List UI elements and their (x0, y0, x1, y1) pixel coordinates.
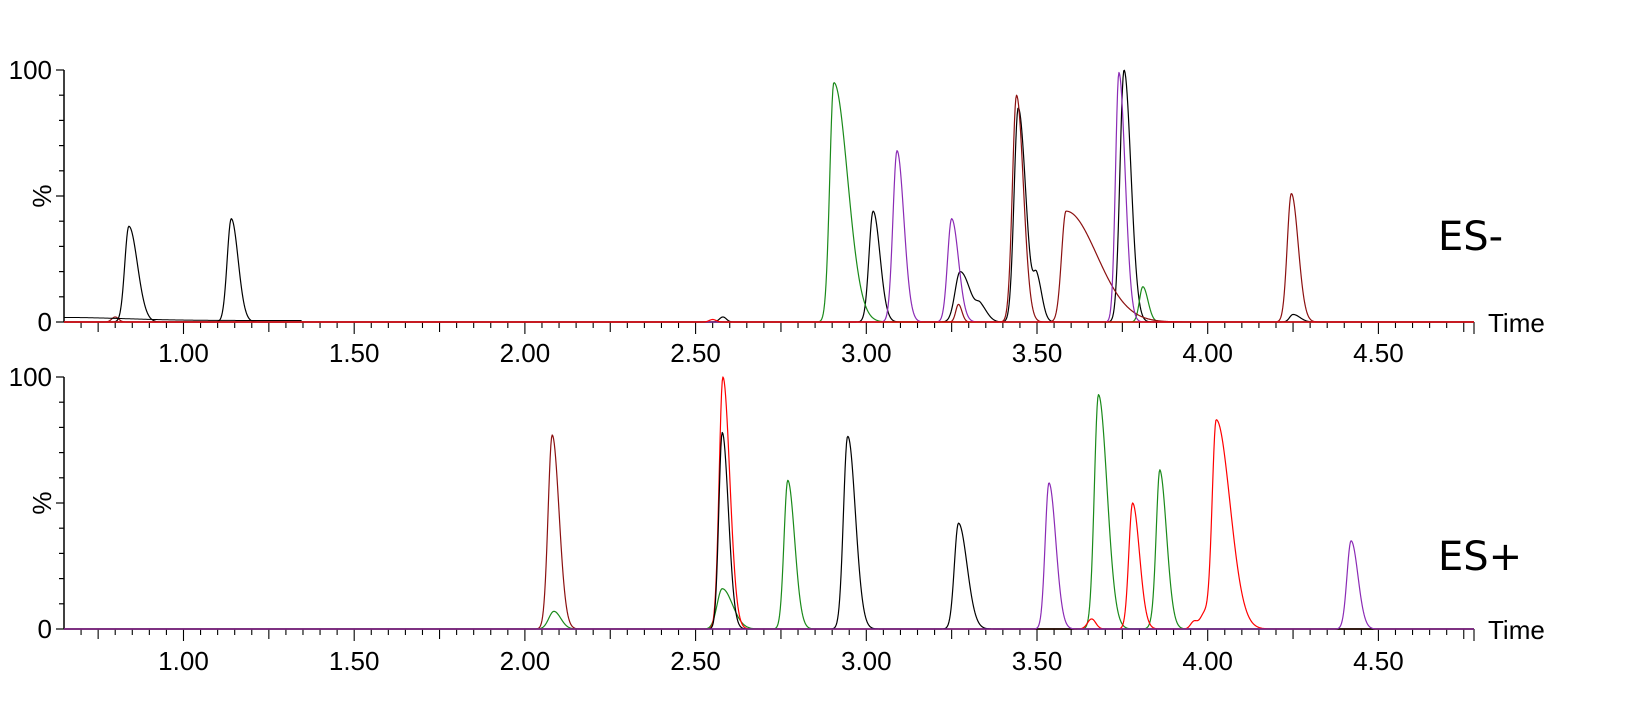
es-minus-x-tick-label: 1.50 (329, 338, 380, 368)
es-minus-x-tick-label: 3.50 (1012, 338, 1063, 368)
es-minus-x-tick-label: 4.00 (1182, 338, 1233, 368)
es-minus-x-tick-label: 4.50 (1353, 338, 1404, 368)
es-minus-trace-2 (64, 94, 1474, 323)
es-plus-y-axis-label: % (27, 491, 57, 514)
es-plus-x-tick-label: 4.50 (1353, 646, 1404, 676)
es-minus-trace-0 (64, 69, 1474, 323)
es-plus-x-tick-label: 3.50 (1012, 646, 1063, 676)
es-minus-ionization-label: ES- (1438, 214, 1503, 260)
es-minus-trace-4 (64, 318, 1474, 323)
es-plus-x-tick-label: 3.00 (841, 646, 892, 676)
es-plus-x-axis-label: Time (1488, 615, 1545, 645)
es-plus-x-tick-label: 2.00 (500, 646, 551, 676)
es-plus-x-tick-label: 2.50 (670, 646, 721, 676)
es-plus-y-tick-label-100: 100 (9, 362, 52, 392)
es-minus-trace-1 (64, 82, 1474, 323)
es-plus-trace-0 (64, 434, 1474, 630)
es-plus-trace-3 (64, 431, 1474, 630)
es-plus-trace-1 (64, 394, 1474, 630)
es-plus-x-tick-label: 1.50 (329, 646, 380, 676)
es-minus-panel: 0 100% 1.00 1.50 2.00 2.50 3.00 3.50 4.00 4.50 Tim… (9, 55, 1545, 368)
es-minus-y-tick-label-100: 100 (9, 55, 52, 85)
es-minus-x-tick-label: 1.00 (158, 338, 209, 368)
es-plus-y-tick-label-0: 0 (38, 614, 52, 644)
es-minus-x-axis-label: Time (1488, 308, 1545, 338)
es-plus-x-tick-label: 4.00 (1182, 646, 1233, 676)
es-plus-ionization-label: ES+ (1438, 534, 1522, 580)
es-minus-x-tick-label: 2.50 (670, 338, 721, 368)
es-minus-x-tick-label: 2.00 (500, 338, 551, 368)
es-plus-panel: 0 100% 1.00 1.50 2.00 2.50 3.00 3.50 4.00 4.50 Tim… (9, 362, 1545, 676)
es-plus-x-tick-label: 1.00 (158, 646, 209, 676)
es-plus-trace-2 (64, 376, 1474, 630)
es-minus-trace-3 (64, 71, 1474, 323)
es-minus-x-tick-label: 3.00 (841, 338, 892, 368)
es-minus-baseline-noise (64, 316, 302, 321)
es-minus-y-tick-label-0: 0 (38, 307, 52, 337)
es-plus-trace-4 (64, 482, 1474, 630)
es-minus-y-axis-label: % (27, 184, 57, 207)
